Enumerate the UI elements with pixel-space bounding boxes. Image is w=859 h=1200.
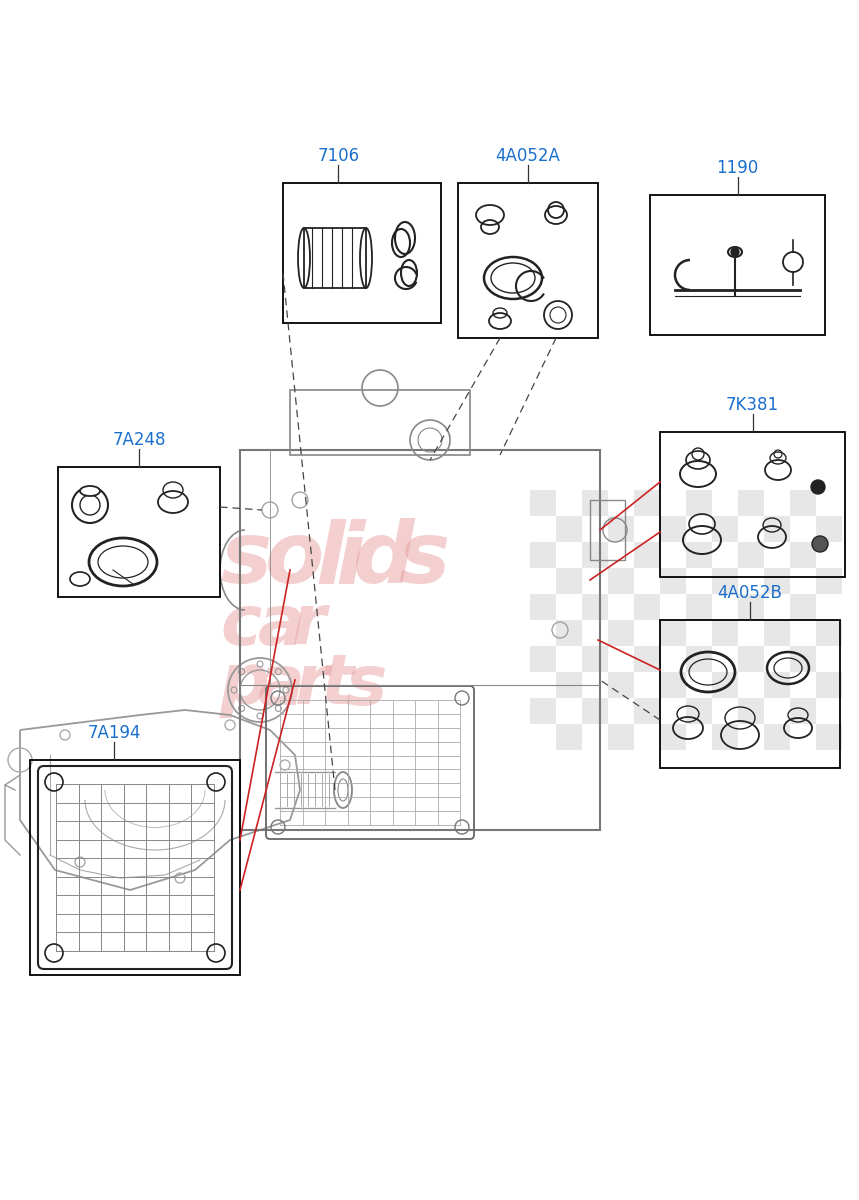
Text: a: a (258, 592, 305, 659)
Bar (582, 542, 608, 568)
Bar (790, 594, 816, 620)
Text: s: s (220, 518, 271, 601)
Bar (304, 228, 366, 288)
Text: o: o (265, 518, 324, 601)
Bar (634, 594, 660, 620)
Bar (738, 594, 764, 620)
Bar (582, 646, 608, 672)
Bar (608, 620, 634, 646)
Circle shape (811, 480, 825, 494)
Bar (712, 516, 738, 542)
Text: 7K381: 7K381 (726, 396, 779, 414)
Text: r: r (295, 652, 329, 719)
Bar (738, 646, 764, 672)
Text: 7106: 7106 (317, 146, 359, 164)
Text: 4A052B: 4A052B (717, 584, 783, 602)
Ellipse shape (728, 247, 742, 257)
Bar (608, 516, 634, 542)
Bar (712, 620, 738, 646)
Bar (686, 698, 712, 724)
Bar (764, 724, 790, 750)
Bar (790, 542, 816, 568)
Bar (608, 568, 634, 594)
Text: a: a (258, 652, 305, 719)
Bar (764, 516, 790, 542)
Text: t: t (320, 652, 353, 719)
Bar (660, 432, 845, 577)
Bar (582, 490, 608, 516)
Circle shape (731, 248, 739, 256)
Bar (530, 698, 556, 724)
Bar (582, 698, 608, 724)
Bar (686, 542, 712, 568)
Bar (530, 646, 556, 672)
Bar (660, 724, 686, 750)
Bar (816, 724, 842, 750)
Bar (738, 698, 764, 724)
Bar (590, 500, 625, 560)
Bar (530, 594, 556, 620)
Bar (660, 568, 686, 594)
Bar (712, 568, 738, 594)
Bar (660, 620, 840, 768)
Bar (686, 490, 712, 516)
Bar (634, 698, 660, 724)
Text: 7A248: 7A248 (113, 431, 166, 449)
Bar (290, 390, 470, 455)
Text: s: s (345, 652, 387, 719)
Bar (530, 490, 556, 516)
Bar (556, 672, 582, 698)
Ellipse shape (80, 486, 100, 496)
Bar (556, 568, 582, 594)
Circle shape (783, 252, 803, 272)
Bar (660, 620, 686, 646)
Bar (790, 490, 816, 516)
Bar (764, 672, 790, 698)
Bar (712, 724, 738, 750)
Bar (660, 516, 686, 542)
Bar (634, 542, 660, 568)
Bar (634, 490, 660, 516)
Text: r: r (292, 592, 326, 659)
Bar (556, 516, 582, 542)
Text: p: p (220, 652, 270, 719)
Bar (556, 724, 582, 750)
Bar (816, 620, 842, 646)
Bar (686, 594, 712, 620)
Text: s: s (398, 518, 449, 601)
Text: 4A052A: 4A052A (496, 146, 560, 164)
Bar (816, 672, 842, 698)
Text: l: l (315, 518, 344, 601)
Text: d: d (353, 518, 415, 601)
Bar (634, 646, 660, 672)
Bar (650, 194, 825, 335)
Bar (816, 516, 842, 542)
Bar (712, 672, 738, 698)
Bar (240, 450, 600, 830)
Circle shape (812, 536, 828, 552)
Bar (686, 646, 712, 672)
Bar (458, 182, 598, 338)
Bar (764, 620, 790, 646)
Bar (738, 490, 764, 516)
Bar (582, 594, 608, 620)
Bar (556, 620, 582, 646)
Text: 7A194: 7A194 (88, 724, 141, 742)
Bar (790, 646, 816, 672)
Bar (58, 467, 220, 596)
Bar (738, 542, 764, 568)
Bar (283, 182, 441, 323)
Bar (660, 672, 686, 698)
Text: 1190: 1190 (716, 158, 758, 176)
Bar (608, 672, 634, 698)
Bar (608, 724, 634, 750)
Bar (816, 568, 842, 594)
Text: i: i (335, 518, 364, 601)
Bar (790, 698, 816, 724)
Bar (30, 760, 240, 974)
Bar (530, 542, 556, 568)
Bar (764, 568, 790, 594)
Text: c: c (220, 592, 261, 659)
